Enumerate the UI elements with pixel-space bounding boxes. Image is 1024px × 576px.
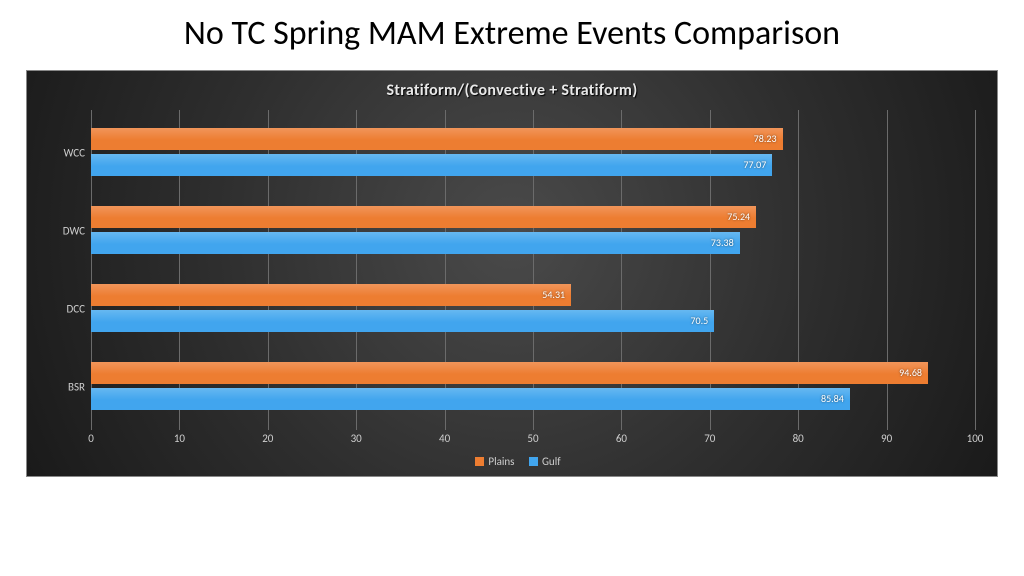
legend-swatch-gulf: [529, 457, 538, 466]
bar-plains-dwc: 75.24: [91, 206, 756, 228]
x-tick-label: 50: [527, 432, 538, 445]
bar-group-dcc: DCC54.3170.5: [91, 278, 975, 340]
legend-label-gulf: Gulf: [542, 455, 561, 468]
x-tick-label: 10: [174, 432, 185, 445]
gridline: [975, 110, 976, 430]
bar-groups: WCC78.2377.07DWC75.2473.38DCC54.3170.5BS…: [91, 110, 975, 430]
y-category-label: DCC: [45, 303, 85, 316]
x-tick-label: 80: [793, 432, 804, 445]
bar-value-label: 85.84: [821, 388, 844, 410]
x-tick-label: 100: [967, 432, 984, 445]
y-category-label: BSR: [45, 381, 85, 394]
legend-label-plains: Plains: [488, 455, 514, 468]
x-tick-label: 70: [704, 432, 715, 445]
bar-group-dwc: DWC75.2473.38: [91, 200, 975, 262]
bar-value-label: 94.68: [899, 362, 922, 384]
y-category-label: DWC: [45, 225, 85, 238]
x-tick-label: 40: [439, 432, 450, 445]
bar-value-label: 54.31: [542, 284, 565, 306]
bar-gulf-bsr: 85.84: [91, 388, 850, 410]
x-tick-label: 30: [351, 432, 362, 445]
bar-group-bsr: BSR94.6885.84: [91, 356, 975, 418]
bar-plains-dcc: 54.31: [91, 284, 571, 306]
x-tick-label: 90: [881, 432, 892, 445]
legend-swatch-plains: [475, 457, 484, 466]
bar-value-label: 78.23: [754, 128, 777, 150]
bar-gulf-dcc: 70.5: [91, 310, 714, 332]
chart: Stratiform/(Convective + Stratiform) WCC…: [26, 70, 998, 477]
legend: Plains Gulf: [49, 454, 975, 468]
page-title: No TC Spring MAM Extreme Events Comparis…: [0, 0, 1024, 64]
x-tick-label: 20: [262, 432, 273, 445]
chart-container: Stratiform/(Convective + Stratiform) WCC…: [26, 70, 998, 477]
y-category-label: WCC: [45, 147, 85, 160]
bar-value-label: 73.38: [711, 232, 734, 254]
bar-value-label: 77.07: [743, 154, 766, 176]
bar-gulf-wcc: 77.07: [91, 154, 772, 176]
bar-gulf-dwc: 73.38: [91, 232, 740, 254]
x-axis: 0102030405060708090100: [91, 432, 975, 452]
plot-area: WCC78.2377.07DWC75.2473.38DCC54.3170.5BS…: [91, 110, 975, 430]
bar-value-label: 75.24: [727, 206, 750, 228]
chart-title: Stratiform/(Convective + Stratiform): [49, 81, 975, 100]
bar-group-wcc: WCC78.2377.07: [91, 122, 975, 184]
bar-value-label: 70.5: [690, 310, 708, 332]
bar-plains-bsr: 94.68: [91, 362, 928, 384]
x-tick-label: 60: [616, 432, 627, 445]
bar-plains-wcc: 78.23: [91, 128, 783, 150]
x-tick-label: 0: [88, 432, 94, 445]
